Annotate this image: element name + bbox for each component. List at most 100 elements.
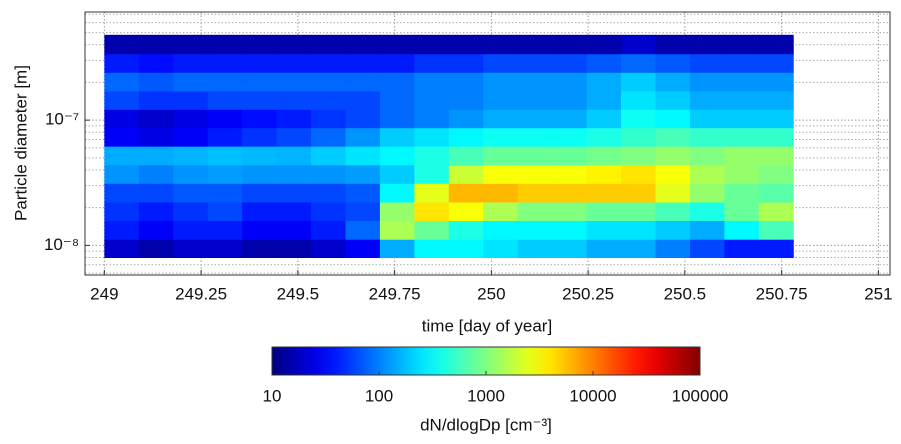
heatmap-cell	[448, 239, 484, 259]
heatmap-cell	[448, 90, 484, 110]
heatmap-cell	[517, 72, 553, 92]
heatmap-cell	[173, 164, 209, 184]
heatmap-cell	[379, 164, 415, 184]
heatmap-cell	[724, 164, 760, 184]
heatmap-cell	[689, 109, 725, 129]
heatmap-cell	[724, 183, 760, 203]
heatmap-cell	[448, 109, 484, 129]
heatmap-cell	[311, 34, 346, 55]
x-tick-label: 249.5	[277, 284, 320, 303]
colorbar-tick-label: 10	[263, 386, 282, 405]
heatmap-cell	[414, 164, 450, 184]
heatmap-cell	[173, 201, 209, 221]
heatmap-cell	[379, 201, 415, 221]
heatmap-cell	[311, 109, 346, 129]
heatmap-cell	[724, 34, 760, 55]
heatmap-cell	[345, 109, 381, 129]
heatmap-cell	[621, 34, 656, 55]
heatmap-cell	[724, 109, 760, 129]
heatmap-cell	[379, 146, 415, 166]
heatmap-cell	[242, 34, 278, 55]
heatmap-cell	[655, 146, 691, 166]
heatmap-cell	[517, 146, 553, 166]
heatmap-cell	[724, 53, 760, 73]
heatmap-cell	[311, 53, 346, 73]
heatmap-cell	[552, 53, 588, 73]
heatmap-cell	[552, 183, 588, 203]
heatmap-cell	[586, 164, 622, 184]
heatmap-cell	[586, 146, 622, 166]
heatmap-cell	[517, 90, 553, 110]
heatmap-cell	[173, 220, 209, 240]
heatmap-cell	[517, 127, 553, 147]
heatmap-cell	[311, 220, 346, 240]
heatmap-cell	[138, 201, 174, 221]
heatmap-cell	[483, 146, 519, 166]
heatmap-cell	[242, 109, 278, 129]
heatmap-cell	[414, 109, 450, 129]
heatmap-cell	[345, 53, 381, 73]
heatmap-cell	[345, 146, 381, 166]
heatmap-cell	[207, 146, 243, 166]
heatmap-cell	[345, 239, 381, 259]
heatmap-cell	[689, 53, 725, 73]
heatmap-cell	[758, 220, 794, 240]
heatmap-cell	[104, 220, 140, 240]
heatmap-cell	[379, 220, 415, 240]
heatmap-cell	[724, 239, 760, 259]
heatmap-cell	[414, 90, 450, 110]
heatmap-cell	[517, 164, 553, 184]
heatmap-cell	[621, 239, 656, 259]
heatmap-cell	[758, 34, 794, 55]
heatmap-cell	[414, 146, 450, 166]
heatmap-cell	[655, 201, 691, 221]
heatmap-cell	[379, 53, 415, 73]
x-tick-label: 250	[477, 284, 505, 303]
heatmap-cell	[448, 72, 484, 92]
x-tick-label: 249.25	[175, 284, 227, 303]
heatmap-cell	[345, 90, 381, 110]
heatmap-cell	[414, 53, 450, 73]
colorbar-tick-label: 100	[365, 386, 393, 405]
heatmap-cell	[242, 239, 278, 259]
heatmap-cell	[483, 127, 519, 147]
heatmap-cell	[104, 34, 140, 55]
heatmap-cell	[276, 183, 312, 203]
heatmap-cell	[379, 72, 415, 92]
heatmap-cell	[655, 183, 691, 203]
heatmap-cell	[655, 109, 691, 129]
heatmap-cell	[311, 146, 346, 166]
heatmap-cell	[586, 239, 622, 259]
heatmap-cell	[552, 164, 588, 184]
heatmap-cell	[517, 183, 553, 203]
heatmap-cell	[242, 183, 278, 203]
heatmap-cell	[724, 72, 760, 92]
heatmap-cell	[655, 220, 691, 240]
heatmap-cell	[655, 164, 691, 184]
heatmap-cell	[689, 72, 725, 92]
heatmap-cell	[173, 34, 209, 55]
heatmap-cell	[621, 109, 656, 129]
heatmap-cell	[207, 109, 243, 129]
heatmap-cell	[138, 34, 174, 55]
heatmap-cell	[655, 72, 691, 92]
heatmap-cell	[758, 239, 794, 259]
x-tick-label: 250.75	[756, 284, 808, 303]
heatmap-cell	[586, 90, 622, 110]
heatmap-cell	[242, 220, 278, 240]
heatmap-cell	[621, 127, 656, 147]
heatmap-cell	[138, 220, 174, 240]
heatmap-cell	[552, 34, 588, 55]
heatmap-cell	[276, 72, 312, 92]
heatmap-cell	[311, 127, 346, 147]
heatmap-cell	[345, 220, 381, 240]
heatmap-cell	[311, 183, 346, 203]
heatmap-cell	[104, 72, 140, 92]
heatmap-cell	[448, 146, 484, 166]
heatmap-cell	[586, 183, 622, 203]
heatmap-cell	[621, 90, 656, 110]
heatmap-cell	[207, 164, 243, 184]
heatmap-cell	[138, 164, 174, 184]
heatmap-cell	[689, 220, 725, 240]
heatmap-cell	[689, 183, 725, 203]
